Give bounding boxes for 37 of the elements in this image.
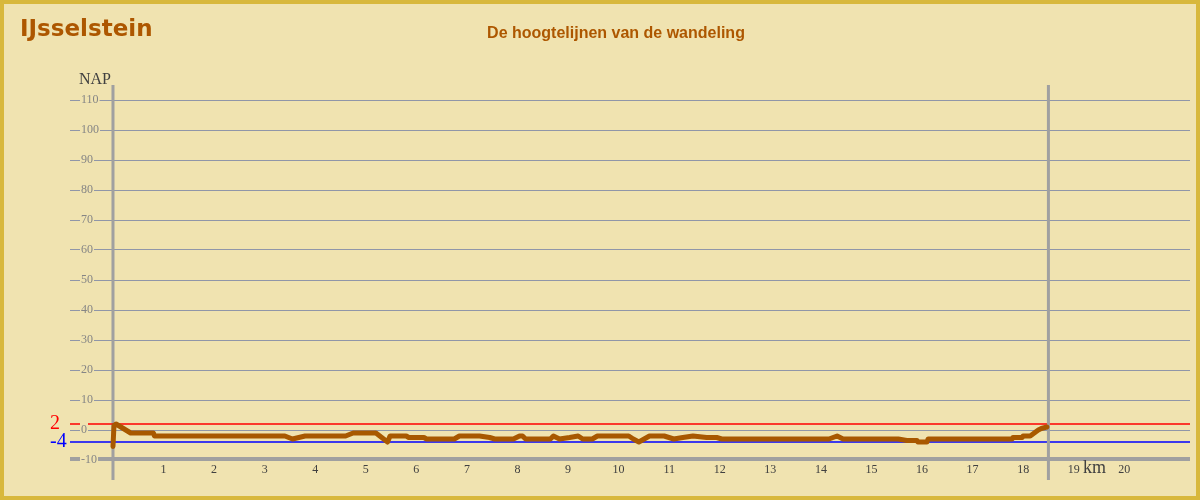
y-tick-label: 100 — [81, 122, 99, 137]
y-tick-label: 70 — [81, 212, 93, 227]
y-tick-label: 40 — [81, 302, 93, 317]
x-tick-label: 17 — [966, 462, 979, 477]
y-tick-label: 60 — [81, 242, 93, 257]
y-tick-label: 50 — [81, 272, 93, 287]
x-tick-label: 6 — [413, 462, 420, 477]
x-tick-label: 7 — [463, 462, 470, 477]
x-tick-label: 1 — [160, 462, 167, 477]
chart-subtitle: De hoogtelijnen van de wandeling — [487, 24, 745, 42]
x-tick-label: 18 — [1017, 462, 1030, 477]
x-tick-label: 15 — [865, 462, 878, 477]
x-tick-label: 8 — [514, 462, 521, 477]
x-tick-label: 20 — [1118, 462, 1131, 477]
y-tick-label: 80 — [81, 182, 93, 197]
x-tick-label: 14 — [814, 462, 827, 477]
x-tick-label: 4 — [312, 462, 319, 477]
x-tick-label: 13 — [764, 462, 777, 477]
y-axis-title: NAP — [79, 70, 112, 88]
y-tick-label: -10 — [81, 452, 97, 467]
x-tick-label: 3 — [261, 462, 268, 477]
x-tick-label: 11 — [663, 462, 675, 477]
x-tick-label: 5 — [362, 462, 369, 477]
x-tick-label: 16 — [916, 462, 929, 477]
x-tick-label: 9 — [565, 462, 572, 477]
y-tick-label: 0 — [81, 422, 87, 437]
y-tick-label: 30 — [81, 332, 93, 347]
x-axis-title: km — [1083, 457, 1107, 478]
x-tick-label: 2 — [211, 462, 218, 477]
x-tick-label: 10 — [612, 462, 625, 477]
y-tick-label: 110 — [81, 92, 99, 107]
x-tick-label: 19 — [1067, 462, 1080, 477]
y-tick-label: 90 — [81, 152, 93, 167]
y-tick-label: 20 — [81, 362, 93, 377]
x-tick-label: 12 — [713, 462, 726, 477]
y-tick-label: 10 — [81, 392, 93, 407]
chart-title: IJsselstein — [20, 15, 153, 41]
